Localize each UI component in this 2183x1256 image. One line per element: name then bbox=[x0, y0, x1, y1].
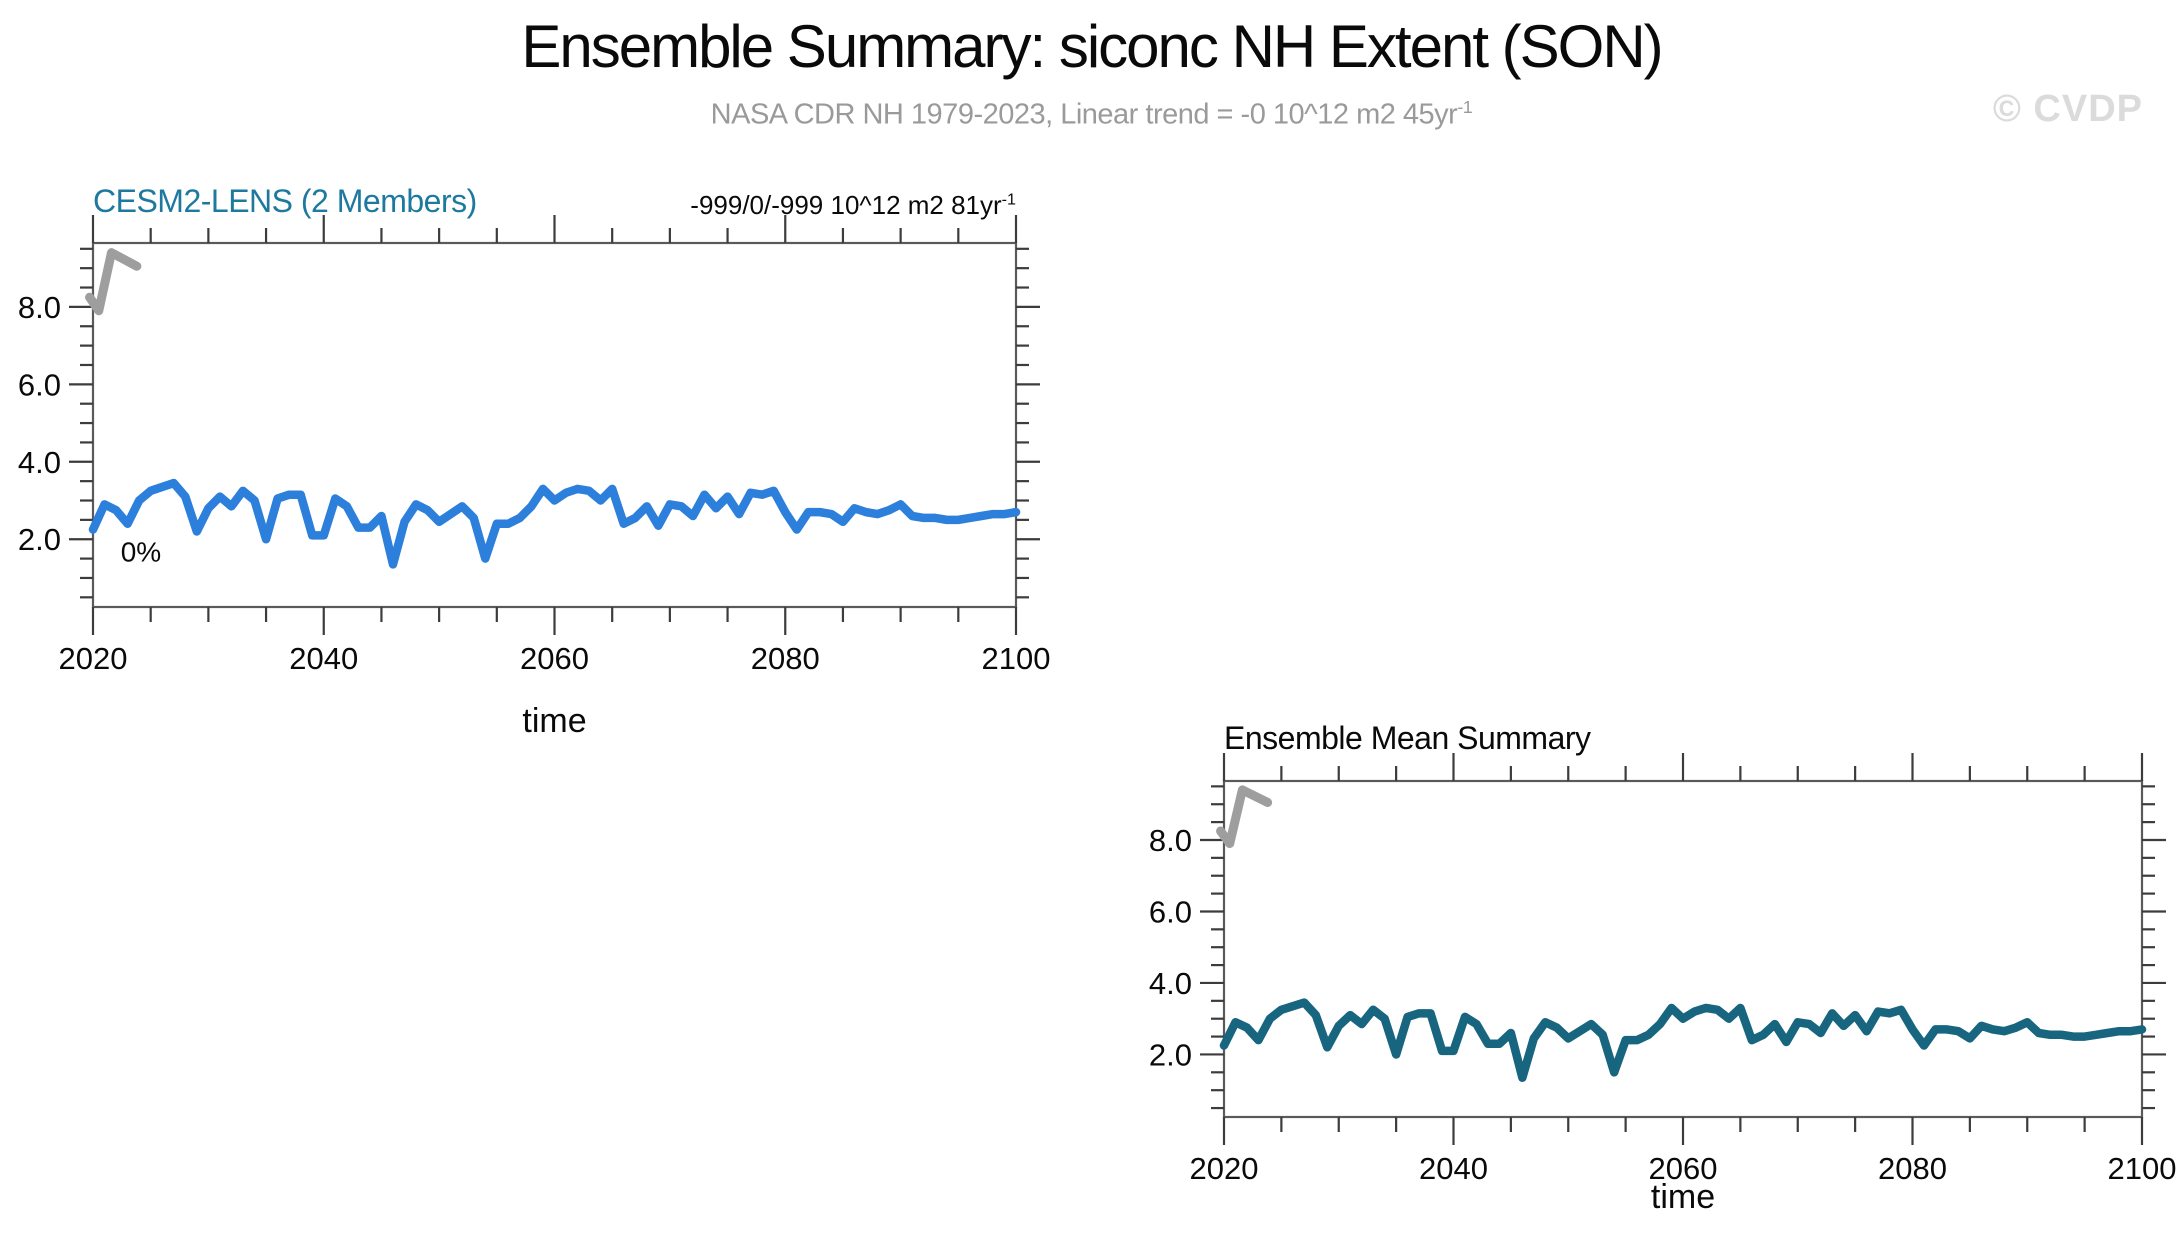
trend-text: -999/0/-999 10^12 m2 81yr bbox=[690, 190, 1002, 220]
x-tick-label: 2040 bbox=[1419, 1151, 1488, 1186]
series-line bbox=[88, 478, 1021, 569]
chart-canvas-ensemble-mean: 2020 2040 2060 2080 2100 2.0 4.0 6.0 8.0 bbox=[1149, 753, 2176, 1186]
x-tick-label: 2100 bbox=[2108, 1151, 2177, 1186]
zero-percent-annotation: 0% bbox=[121, 537, 161, 568]
x-tick-label: 2080 bbox=[1878, 1151, 1947, 1186]
chart-title-cesm2-lens: CESM2-LENS (2 Members) bbox=[93, 183, 477, 219]
chart-canvas-cesm2-lens: 2020 2040 2060 2080 2100 2.0 4.0 6.0 8.0 0% bbox=[18, 215, 1050, 676]
y-tick-label: 4.0 bbox=[1149, 966, 1192, 1001]
series-line bbox=[1219, 998, 2147, 1082]
y-tick-label: 8.0 bbox=[18, 290, 61, 325]
subtitle-exponent: -1 bbox=[1457, 97, 1473, 117]
x-tick-label: 2020 bbox=[1190, 1151, 1259, 1186]
subtitle-text: NASA CDR NH 1979-2023, Linear trend = -0… bbox=[710, 98, 1458, 131]
plot-border bbox=[91, 241, 1018, 609]
plot-area: 2020 2040 2060 2080 2100 2.0 4.0 6.0 8.0 bbox=[1149, 753, 2176, 1186]
y-tick-label: 6.0 bbox=[1149, 894, 1192, 929]
y-tick-label: 8.0 bbox=[1149, 823, 1192, 858]
y-tick-label: 2.0 bbox=[18, 522, 61, 557]
x-axis-label: time bbox=[1650, 1178, 1716, 1216]
x-tick-label: 2080 bbox=[751, 641, 820, 676]
y-tick-label: 6.0 bbox=[18, 367, 61, 402]
plot-border bbox=[1222, 779, 2144, 1119]
y-tick-label: 2.0 bbox=[1149, 1037, 1192, 1072]
obs-line bbox=[85, 248, 142, 316]
page-title: Ensemble Summary: siconc NH Extent (SON) bbox=[521, 13, 1663, 80]
x-axis-label: time bbox=[522, 702, 587, 740]
x-tick-label: 2100 bbox=[982, 641, 1051, 676]
obs-line bbox=[1216, 785, 1273, 849]
page-subtitle: NASA CDR NH 1979-2023, Linear trend = -0… bbox=[0, 97, 2183, 132]
plot-area: 2020 2040 2060 2080 2100 2.0 4.0 6.0 8.0 0% bbox=[18, 215, 1050, 676]
trend-annotation: -999/0/-999 10^12 m2 81yr-1 bbox=[93, 190, 1016, 221]
x-tick-label: 2060 bbox=[1649, 1151, 1718, 1186]
cvdp-watermark: © CVDP bbox=[1992, 88, 2143, 130]
trend-exponent: -1 bbox=[1001, 190, 1016, 209]
y-tick-label: 4.0 bbox=[18, 445, 61, 480]
x-tick-label: 2040 bbox=[289, 641, 358, 676]
x-tick-label: 2020 bbox=[59, 641, 128, 676]
chart-title-ensemble-mean: Ensemble Mean Summary bbox=[1224, 720, 1591, 756]
x-tick-label: 2060 bbox=[520, 641, 589, 676]
